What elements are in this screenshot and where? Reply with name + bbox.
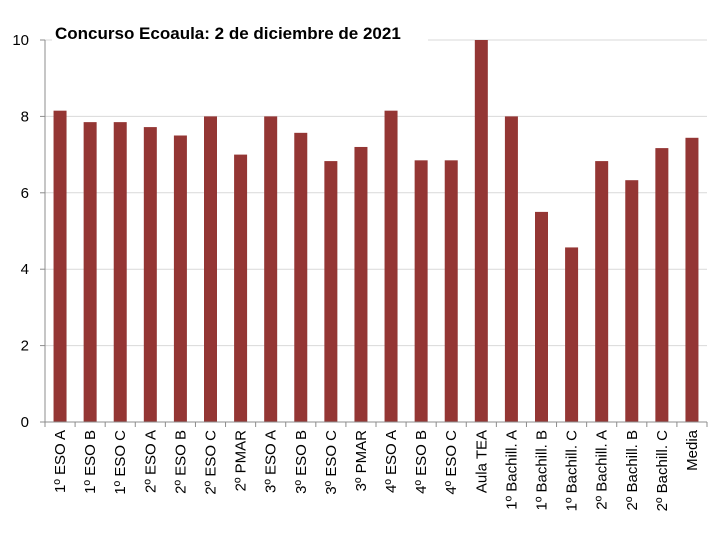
bar <box>414 160 428 422</box>
x-category-label: 1º Bachill. B <box>534 430 551 511</box>
bar <box>504 116 518 423</box>
bar <box>234 154 248 422</box>
bar <box>53 110 67 423</box>
x-category-label: 4º ESO C <box>443 430 460 495</box>
x-category-label: 4º ESO B <box>413 430 430 494</box>
x-category-label: 1º Bachill. C <box>564 430 581 512</box>
y-tick-label: 2 <box>21 338 29 355</box>
y-tick-label: 10 <box>12 32 29 49</box>
bar <box>384 110 398 423</box>
x-category-label: 2º Bachill. B <box>624 430 641 511</box>
x-category-label: 1º ESO B <box>82 430 99 494</box>
x-category-label: 4º ESO A <box>383 430 400 493</box>
x-category-label: 2º ESO C <box>203 430 220 495</box>
bar <box>324 161 338 422</box>
bar <box>565 247 579 422</box>
x-category-label: 3º ESO C <box>323 430 340 495</box>
bar <box>354 146 368 422</box>
y-tick-labels: 0 2 4 6 8 10 <box>12 32 29 431</box>
bar <box>655 148 669 422</box>
x-category-label: 1º ESO C <box>112 430 129 495</box>
x-category-label: 1º Bachill. A <box>503 430 520 510</box>
x-category-label: 3º ESO B <box>293 430 310 494</box>
x-category-label: 2º Bachill. A <box>594 430 611 510</box>
x-category-label: 2º ESO A <box>142 430 159 493</box>
x-category-label: 2º Bachill. C <box>654 430 671 512</box>
x-category-label: Media <box>684 429 701 471</box>
bar <box>294 132 308 423</box>
x-category-label: 3º ESO A <box>263 430 280 493</box>
y-tick-label: 0 <box>21 414 29 431</box>
chart-title: Concurso Ecoaula: 2 de diciembre de 2021 <box>55 24 401 43</box>
bar <box>143 127 157 422</box>
y-tick-label: 6 <box>21 185 29 202</box>
bar <box>444 160 458 422</box>
x-category-label: 2º ESO B <box>172 430 189 494</box>
bar <box>535 211 548 422</box>
y-tick-label: 4 <box>21 261 29 278</box>
x-category-label: 1º ESO A <box>52 430 69 493</box>
x-category-label: 2º PMAR <box>233 430 250 491</box>
axes <box>40 39 708 427</box>
x-category-label: Aula TEA <box>473 430 490 493</box>
bar <box>83 122 97 422</box>
bar <box>625 180 639 422</box>
bar <box>264 116 278 423</box>
bar <box>204 116 217 423</box>
y-tick-label: 8 <box>21 108 29 125</box>
bar <box>173 135 187 422</box>
bar <box>474 40 488 422</box>
x-category-labels: 1º ESO A 1º ESO B 1º ESO C 2º ESO A 2º ESO B… <box>52 429 701 511</box>
bars <box>53 40 699 423</box>
bar <box>595 161 609 422</box>
title-background <box>52 18 428 48</box>
bar <box>685 137 699 423</box>
x-category-label: 3º PMAR <box>353 430 370 491</box>
bar <box>113 122 127 422</box>
